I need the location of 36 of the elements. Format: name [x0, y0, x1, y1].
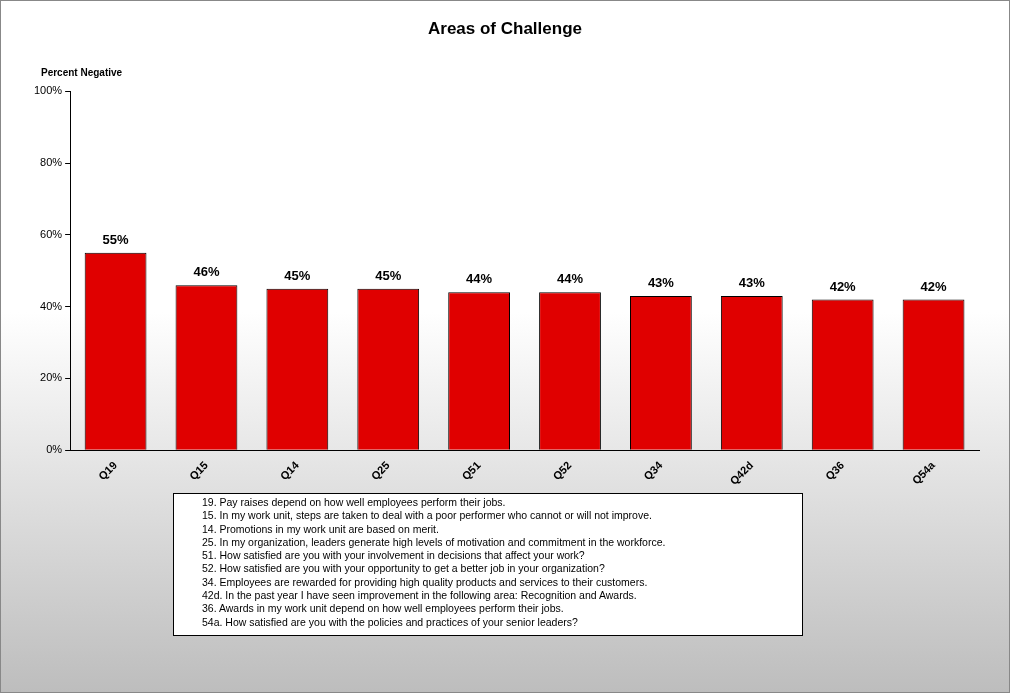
- text: 51. How satisfied are you with your involvement in decisions that affect your work?: [201, 549, 586, 563]
- y-tick-label: 60%: [40, 227, 63, 240]
- y-tick-label: 80%: [40, 156, 63, 169]
- data-label: 46%: [193, 264, 220, 280]
- text: 15. In my work unit, steps are taken to deal with a poor performer who cannot or will not improve.: [201, 509, 653, 523]
- x-tick-label: Q14: [277, 458, 302, 483]
- y-tick-label: 40%: [40, 299, 63, 312]
- data-label: 42%: [920, 278, 947, 294]
- y-tick-label: 20%: [40, 371, 63, 384]
- text: 42d. In the past year I have seen improvement in the following area: Recognition and Awards.: [201, 589, 638, 603]
- data-label: 45%: [375, 267, 402, 283]
- text: 54a. How satisfied are you with the policies and practices of your senior leaders?: [201, 615, 579, 629]
- text: 52. How satisfied are you with your opportunity to get a better job in your organization?: [201, 562, 606, 576]
- text: 34. Employees are rewarded for providing high quality products and services to their customers.: [201, 575, 649, 590]
- data-label: 44%: [556, 271, 584, 287]
- data-label: 42%: [829, 278, 857, 294]
- x-tick-label: Q25: [368, 458, 392, 483]
- x-tick-label: Q15: [186, 458, 211, 483]
- data-label: 44%: [466, 271, 493, 287]
- x-tick-label: Q19: [95, 458, 120, 483]
- x-tick-label: Q34: [641, 458, 666, 483]
- text: 19. Pay raises depend on how well employees perform their jobs.: [201, 496, 507, 510]
- y-axis-title: Percent Negative: [41, 66, 123, 78]
- text: 36. Awards in my work unit depend on how well employees perform their jobs.: [201, 602, 565, 616]
- text: 25. In my organization, leaders generate high levels of motivation and commitment in the workforce.: [201, 535, 667, 550]
- y-tick-label: 0%: [46, 443, 63, 456]
- chart-title: Areas of Challenge: [428, 18, 582, 38]
- data-label: 55%: [102, 231, 130, 247]
- text: 14. Promotions in my work unit are based on merit.: [201, 522, 440, 536]
- y-tick-label: 100%: [33, 84, 63, 97]
- data-label: 45%: [284, 267, 311, 283]
- x-tick-label: Q52: [550, 458, 574, 483]
- data-label: 43%: [647, 275, 675, 290]
- x-tick-label: Q51: [459, 458, 483, 483]
- x-tick-label: Q36: [823, 458, 847, 483]
- data-label: 43%: [738, 275, 766, 290]
